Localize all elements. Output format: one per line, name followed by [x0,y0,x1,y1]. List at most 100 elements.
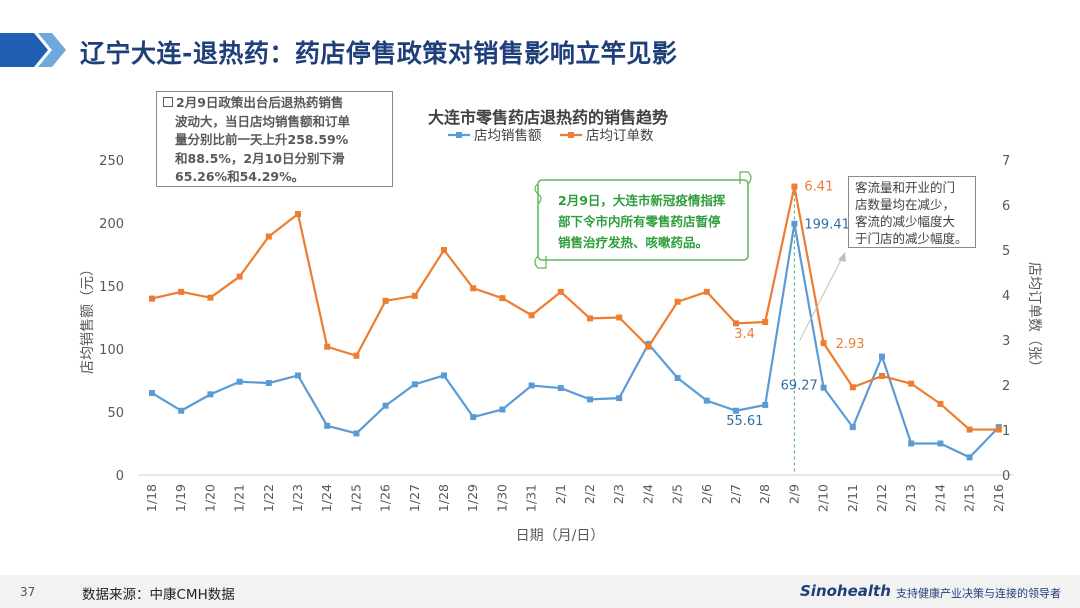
sales-point [820,384,827,391]
orders-point [791,183,798,190]
annotation-line: 店数量均在减少， [855,197,956,212]
sales-point [733,407,739,414]
x-tick-label: 1/18 [144,484,159,512]
x-tick-label: 2/5 [670,484,685,504]
x-tick-label: 2/10 [816,484,831,512]
sales-point [587,396,593,403]
orders-point [178,288,185,295]
x-tick-label: 2/11 [845,484,860,512]
x-tick-label: 2/9 [786,484,801,504]
orders-point [908,380,915,387]
annotation-line: 2月9日政策出台后退热药销售 [176,95,344,110]
sales-point [149,390,155,397]
page-title: 辽宁大连-退热药：药店停售政策对销售影响立竿见影 [80,39,678,68]
orders-point [879,373,885,379]
sales-point [441,372,447,379]
orders-point [499,295,506,302]
data-label: 2.93 [836,337,865,352]
legend-marker [456,132,462,138]
footer-bar [0,575,1080,608]
sales-point [353,430,360,437]
sales-point [499,406,506,413]
sales-point [703,397,710,404]
orders-point [703,288,710,295]
orders-point [265,233,272,240]
annotation-arrow-line [799,257,843,341]
x-tick-label: 1/19 [173,484,188,512]
orders-point [733,320,739,327]
y-tick-label: 0 [116,469,124,484]
annotation-line: 部下令市内所有零售药店暂停 [558,214,721,229]
y2-tick-label: 3 [1002,334,1010,349]
orders-point [849,384,856,391]
annotation-line: 销售治疗发热、咳嗽药品。 [558,235,709,250]
sales-point [528,382,535,389]
sales-point [616,395,623,402]
orders-point [995,426,1002,433]
data-label: 6.41 [804,180,833,195]
annotation-line: 客流量和开业的门 [855,180,956,195]
x-tick-label: 2/13 [903,484,918,512]
x-tick-label: 2/8 [757,484,772,504]
x-tick-label: 1/20 [202,484,217,512]
annotation-traffic-note: 客流量和开业的门 店数量均在减少， 客流的减少幅度大 于门店的减少幅度。 [848,176,976,248]
x-tick-label: 1/26 [378,484,393,512]
annotation-line: 2月9日，大连市新冠疫情指挥 [558,193,726,208]
x-tick-label: 1/21 [232,484,247,512]
orders-point [820,340,827,347]
x-tick-label: 1/24 [319,484,334,512]
annotation-line: 65.26%和54.29%。 [175,169,305,184]
x-tick-label: 2/12 [874,484,889,512]
y-tick-label: 100 [99,343,124,358]
logo: Sinohealth [800,582,891,600]
x-tick-label: 1/30 [494,484,509,512]
y-tick-label: 150 [99,280,124,295]
sales-point [849,424,856,431]
x-tick-label: 2/7 [728,484,743,504]
orders-point [587,315,593,322]
orders-point [382,297,389,304]
orders-point [236,273,243,280]
checkbox-bullet-icon [163,97,173,107]
data-label: 69.27 [781,379,818,394]
orders-point [411,292,418,299]
legend-label: 店均订单数 [586,128,654,144]
orders-point [295,211,301,217]
x-tick-label: 1/25 [348,484,363,512]
legend-marker [568,132,574,138]
orders-point [149,295,155,302]
x-tick-label: 2/3 [611,484,626,504]
tagline: 支持健康产业决策与连接的领导者 [896,587,1061,600]
orders-point [762,319,769,325]
orders-point [937,400,944,407]
orders-point [441,247,447,253]
orders-point [324,343,331,350]
orders-point [966,426,973,433]
x-tick-label: 1/29 [465,484,480,512]
x-tick-label: 1/27 [407,484,422,512]
sales-point [557,385,564,392]
legend-label: 店均销售额 [474,128,542,144]
annotation-line: 波动大，当日店均销售额和订单 [175,113,351,129]
y2-tick-label: 7 [1002,154,1010,169]
scroll-frame-icon [534,171,752,269]
orders-point [353,352,360,359]
data-label: 3.4 [734,327,755,342]
orders-point [674,298,681,305]
sales-point [382,402,389,409]
arrowhead-icon [838,252,846,262]
sales-point [207,391,214,398]
orders-point [528,312,535,319]
sales-point [324,422,331,429]
y2-tick-label: 4 [1002,289,1010,304]
y-tick-label: 200 [99,217,124,232]
orders-point [616,314,623,321]
x-tick-label: 2/16 [991,484,1006,512]
y2-tick-label: 1 [1002,424,1010,439]
y-tick-label: 250 [99,154,124,169]
y2-axis-title: 店均订单数（张） [1026,262,1042,374]
annotation-line: 于门店的减少幅度。 [855,231,968,246]
sales-point [265,380,272,387]
sales-point [762,401,769,408]
data-label: 55.61 [726,414,763,429]
